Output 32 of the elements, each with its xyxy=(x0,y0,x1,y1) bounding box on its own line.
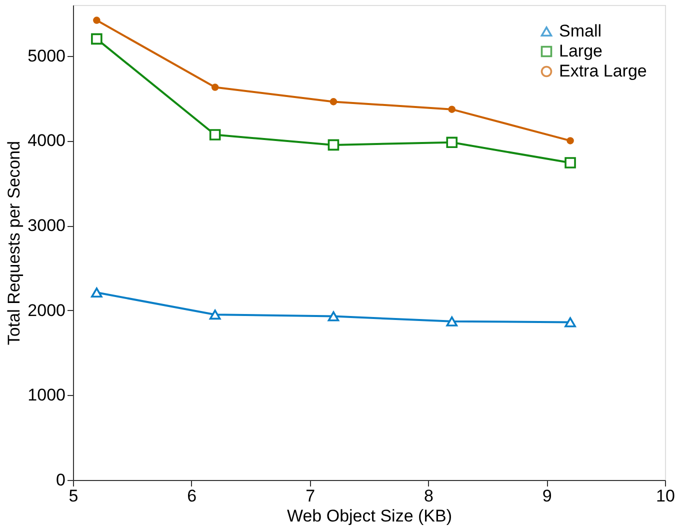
y-tick-label: 5000 xyxy=(28,46,66,66)
point xyxy=(91,33,102,45)
point xyxy=(566,137,574,144)
x-tick-label: 6 xyxy=(187,486,197,506)
y-axis-title: Total Requests per Second xyxy=(4,140,24,346)
legend-label: Small xyxy=(559,22,602,40)
y-tick-label: 4000 xyxy=(28,131,66,150)
y-tick-label: 0 xyxy=(56,470,66,490)
point xyxy=(330,98,338,106)
point xyxy=(564,317,576,328)
point xyxy=(328,311,340,322)
x-tick-label: 9 xyxy=(542,486,552,506)
y-tick-label: 1000 xyxy=(28,386,66,405)
point xyxy=(448,106,456,113)
point xyxy=(91,288,102,298)
point xyxy=(446,136,458,148)
point xyxy=(93,16,100,24)
point xyxy=(564,157,576,168)
point xyxy=(209,310,221,320)
x-tick-label: 7 xyxy=(306,486,316,506)
point xyxy=(211,84,219,91)
point xyxy=(328,139,340,151)
point xyxy=(209,129,221,140)
legend-label: Large xyxy=(559,42,602,60)
legend-label: Extra Large xyxy=(559,62,647,80)
x-tick-label: 8 xyxy=(424,486,434,506)
x-tick-label: 10 xyxy=(656,486,675,506)
x-tick-label: 5 xyxy=(68,486,78,506)
y-tick-label: 2000 xyxy=(28,300,66,320)
y-tick-label: 3000 xyxy=(28,216,66,236)
point xyxy=(446,316,458,326)
x-axis-title: Web Object Size (KB) xyxy=(286,506,452,526)
